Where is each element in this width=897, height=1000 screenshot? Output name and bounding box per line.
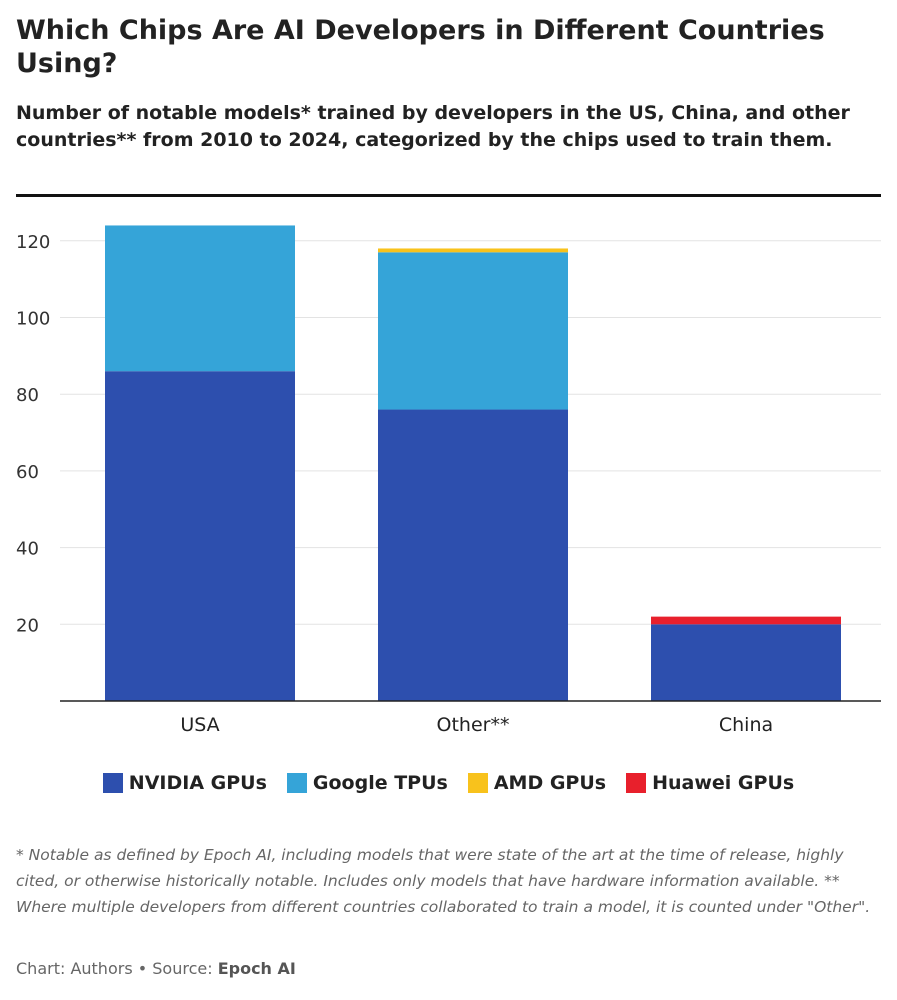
axes: 20 40 60 80 100 120 USA Other** China — [16, 232, 881, 736]
legend-swatch-google — [286, 773, 307, 793]
x-category-label-1: Other** — [437, 714, 510, 736]
bar-china-nvidia-gpus — [651, 624, 841, 701]
legend-label-amd: AMD GPUs — [493, 772, 607, 794]
footnote: * Notable as defined by Epoch AI, includ… — [16, 846, 871, 916]
credit-line: Chart: Authors • Source: Epoch AI — [16, 958, 296, 980]
bar-china-huawei-gpus — [651, 616, 841, 625]
bar-other-amd-gpus — [378, 248, 568, 253]
x-category-label-2: China — [719, 714, 773, 736]
chart-legend: NVIDIA GPUs Google TPUs AMD GPUs Huawei … — [0, 772, 897, 794]
source-link[interactable]: Epoch AI — [217, 959, 296, 978]
y-tick-label-60: 60 — [16, 462, 39, 483]
bar-usa-nvidia-gpus — [105, 371, 295, 701]
x-category-label-0: USA — [180, 714, 219, 736]
chart-title: Which Chips Are AI Developers in Differe… — [16, 15, 825, 79]
legend-item-amd: AMD GPUs — [467, 772, 607, 794]
legend-swatch-amd — [467, 773, 488, 793]
bar-usa-google-tpus — [105, 225, 295, 372]
y-tick-label-80: 80 — [16, 385, 39, 406]
legend-label-nvidia: NVIDIA GPUs — [128, 772, 267, 794]
legend-item-huawei: Huawei GPUs — [626, 772, 794, 794]
bar-other-google-tpus — [378, 252, 568, 410]
credit-prefix: Chart: Authors • Source: — [16, 959, 218, 978]
legend-item-nvidia: NVIDIA GPUs — [102, 772, 267, 794]
legend-item-google: Google TPUs — [286, 772, 448, 794]
y-tick-label-100: 100 — [16, 309, 50, 330]
bars — [105, 225, 841, 701]
y-tick-label-40: 40 — [16, 539, 39, 560]
legend-label-google: Google TPUs — [312, 772, 448, 794]
legend-swatch-nvidia — [102, 773, 123, 793]
stacked-bar-chart: 20 40 60 80 100 120 USA Other** China — [16, 225, 881, 736]
bar-other-nvidia-gpus — [378, 409, 568, 701]
chart-subtitle: Number of notable models* trained by dev… — [16, 102, 850, 151]
y-tick-label-120: 120 — [16, 232, 50, 253]
title-divider — [16, 194, 881, 197]
legend-label-huawei: Huawei GPUs — [652, 772, 795, 794]
legend-swatch-huawei — [626, 773, 647, 793]
y-tick-label-20: 20 — [16, 615, 39, 636]
